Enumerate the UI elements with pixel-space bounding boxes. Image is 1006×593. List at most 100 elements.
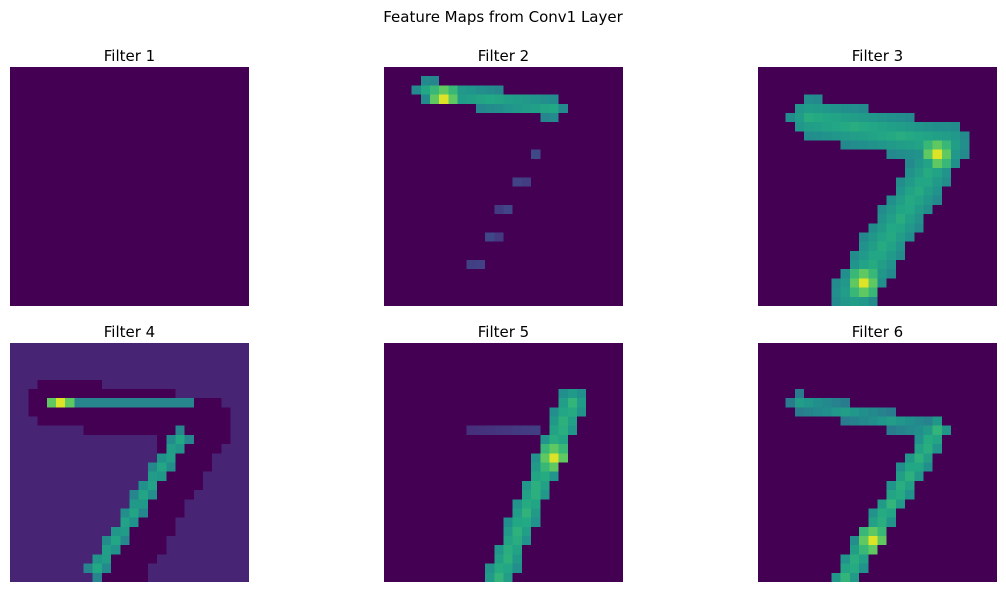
heatmap-cell bbox=[157, 177, 167, 187]
heatmap-cell bbox=[393, 462, 403, 472]
heatmap-cell bbox=[859, 122, 869, 132]
heatmap-cell bbox=[230, 103, 240, 114]
heatmap-cell bbox=[457, 250, 467, 261]
heatmap-cell bbox=[803, 462, 814, 472]
heatmap-cell bbox=[558, 296, 569, 306]
heatmap-cell bbox=[586, 223, 596, 233]
heatmap-cell bbox=[794, 379, 805, 390]
heatmap-cell bbox=[932, 490, 943, 500]
heatmap-cell bbox=[803, 370, 814, 380]
heatmap-cell bbox=[83, 241, 93, 252]
heatmap-cell bbox=[239, 278, 249, 288]
heatmap-cell bbox=[941, 140, 952, 150]
heatmap-cell bbox=[512, 499, 523, 509]
heatmap-cell bbox=[767, 103, 777, 114]
heatmap-cell bbox=[111, 490, 121, 500]
heatmap-cell bbox=[448, 407, 458, 417]
heatmap-cell bbox=[577, 278, 587, 288]
heatmap-cell bbox=[429, 94, 440, 104]
heatmap-cell bbox=[803, 407, 814, 417]
heatmap-cell bbox=[429, 177, 440, 187]
heatmap-cell bbox=[831, 517, 841, 528]
heatmap-cell bbox=[494, 250, 504, 261]
heatmap-cell bbox=[886, 526, 897, 537]
heatmap-cell bbox=[549, 204, 559, 215]
heatmap-cell bbox=[448, 416, 458, 426]
heatmap-cell bbox=[604, 278, 614, 288]
heatmap-cell bbox=[494, 536, 504, 546]
heatmap-cell bbox=[849, 536, 860, 546]
heatmap-cell bbox=[849, 112, 860, 123]
heatmap-cell bbox=[230, 434, 240, 445]
heatmap-cell bbox=[203, 260, 213, 270]
heatmap-cell bbox=[101, 434, 112, 445]
heatmap-cell bbox=[767, 296, 777, 306]
heatmap-cell bbox=[831, 223, 841, 233]
heatmap-cell bbox=[175, 508, 185, 518]
heatmap-cell bbox=[230, 76, 240, 86]
heatmap-cell bbox=[166, 158, 176, 169]
heatmap-cell bbox=[868, 370, 878, 380]
heatmap-cell bbox=[794, 204, 805, 215]
heatmap-cell bbox=[129, 131, 139, 141]
heatmap-cell bbox=[923, 250, 933, 261]
heatmap-cell bbox=[868, 214, 878, 224]
heatmap-cell bbox=[19, 140, 29, 150]
heatmap-cell bbox=[65, 296, 75, 306]
heatmap-cell bbox=[586, 434, 596, 445]
heatmap-cell bbox=[577, 94, 587, 104]
heatmap-cell bbox=[120, 131, 130, 141]
heatmap-cell bbox=[969, 94, 979, 104]
heatmap-cell bbox=[230, 195, 240, 206]
heatmap-cell bbox=[932, 499, 943, 509]
heatmap-cell bbox=[512, 398, 523, 408]
heatmap-cell bbox=[849, 177, 860, 187]
heatmap-cell bbox=[138, 168, 149, 178]
heatmap-cell bbox=[540, 149, 550, 160]
heatmap-cell bbox=[877, 214, 887, 224]
heatmap-cell bbox=[475, 444, 486, 454]
heatmap-cell bbox=[175, 434, 185, 445]
heatmap-cell bbox=[212, 223, 222, 233]
heatmap-cell bbox=[868, 112, 878, 123]
heatmap-cell bbox=[895, 453, 906, 463]
heatmap-cell bbox=[613, 407, 623, 417]
heatmap-cell bbox=[384, 112, 394, 123]
heatmap-cell bbox=[175, 453, 185, 463]
heatmap-cell bbox=[951, 434, 961, 445]
heatmap-cell bbox=[840, 462, 851, 472]
heatmap-cell bbox=[83, 425, 93, 436]
heatmap-cell bbox=[448, 112, 458, 123]
heatmap-cell bbox=[212, 416, 222, 426]
heatmap-cell bbox=[923, 554, 933, 564]
heatmap-cell bbox=[941, 149, 952, 160]
heatmap-cell bbox=[212, 177, 222, 187]
heatmap-cell bbox=[475, 131, 486, 141]
feature-map-panel: Filter 2 bbox=[384, 45, 623, 306]
heatmap-cell bbox=[586, 444, 596, 454]
heatmap-cell bbox=[932, 370, 943, 380]
heatmap-cell bbox=[521, 204, 532, 215]
heatmap-cell bbox=[558, 94, 569, 104]
heatmap-cell bbox=[457, 361, 467, 371]
heatmap-cell bbox=[37, 388, 47, 399]
heatmap-cell bbox=[193, 76, 204, 86]
heatmap-cell bbox=[868, 471, 878, 482]
heatmap-cell bbox=[65, 370, 75, 380]
heatmap-cell bbox=[466, 85, 477, 95]
heatmap-cell bbox=[549, 278, 559, 288]
heatmap-cell bbox=[577, 545, 587, 555]
heatmap-cell bbox=[101, 131, 112, 141]
heatmap-cell bbox=[448, 499, 458, 509]
heatmap-cell bbox=[960, 370, 970, 380]
heatmap-cell bbox=[577, 260, 587, 270]
heatmap-cell bbox=[577, 343, 587, 353]
heatmap-cell bbox=[914, 508, 924, 518]
heatmap-cell bbox=[485, 480, 495, 491]
heatmap-cell bbox=[785, 204, 795, 215]
heatmap-cell bbox=[101, 416, 112, 426]
heatmap-cell bbox=[157, 526, 167, 537]
heatmap-cell bbox=[203, 269, 213, 279]
heatmap-cell bbox=[813, 177, 823, 187]
heatmap-cell bbox=[239, 425, 249, 436]
